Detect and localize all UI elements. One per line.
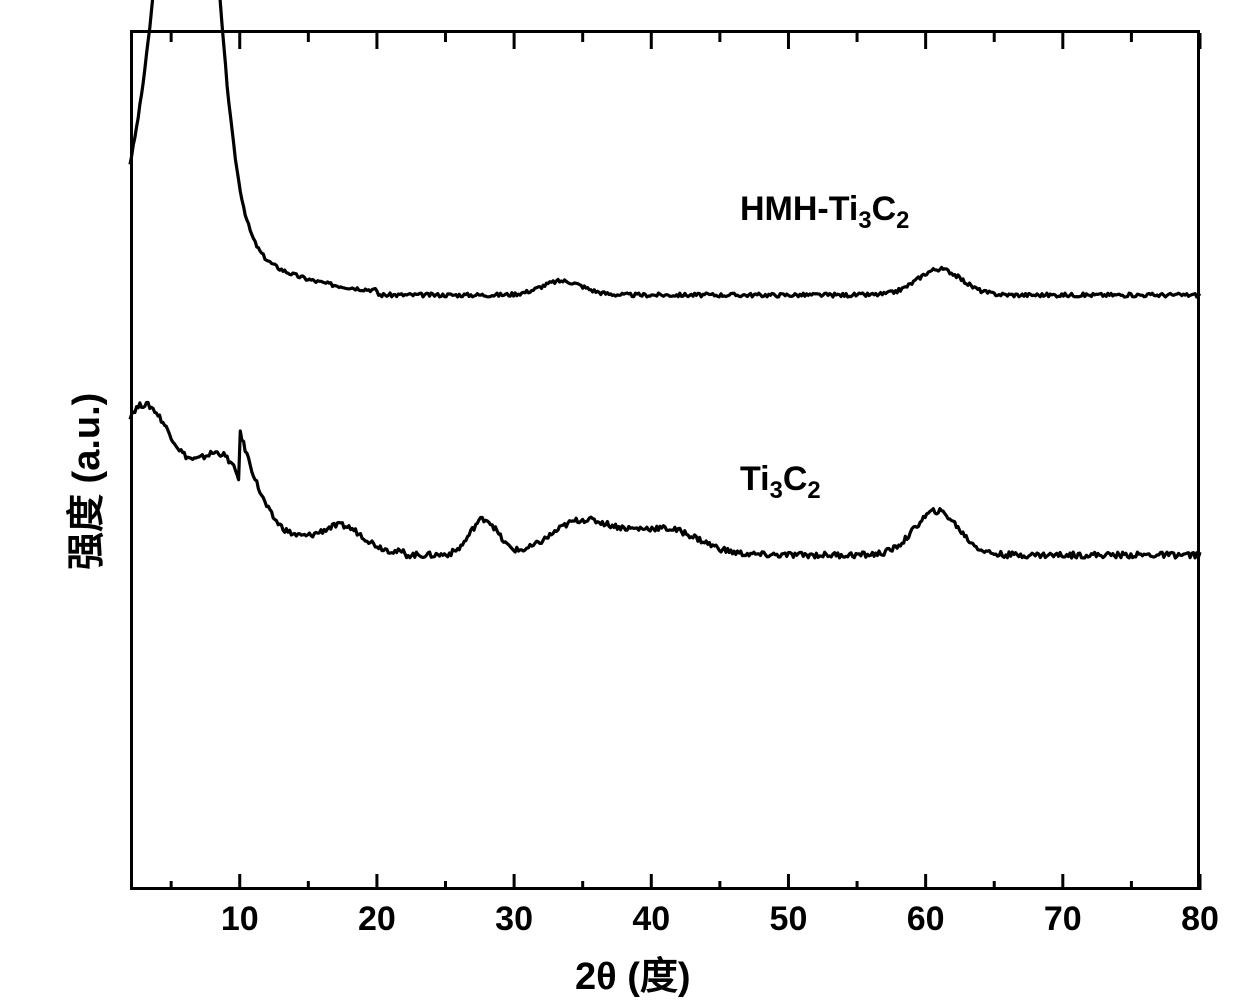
- x-tick-label: 40: [621, 900, 681, 939]
- x-tick-label: 20: [347, 900, 407, 939]
- series-HMH-Ti3C2: [130, 0, 1200, 297]
- x-tick-label: 10: [210, 900, 270, 939]
- x-tick-label: 50: [758, 900, 818, 939]
- x-tick-label: 70: [1033, 900, 1093, 939]
- x-tick-label: 60: [896, 900, 956, 939]
- xrd-figure: 强度 (a.u.) 2θ (度) HMH-Ti3C2 Ti3C2 1020304…: [0, 0, 1240, 998]
- series-Ti3C2: [130, 403, 1200, 559]
- x-tick-label: 30: [484, 900, 544, 939]
- chart-svg: [0, 0, 1240, 998]
- x-tick-label: 80: [1170, 900, 1230, 939]
